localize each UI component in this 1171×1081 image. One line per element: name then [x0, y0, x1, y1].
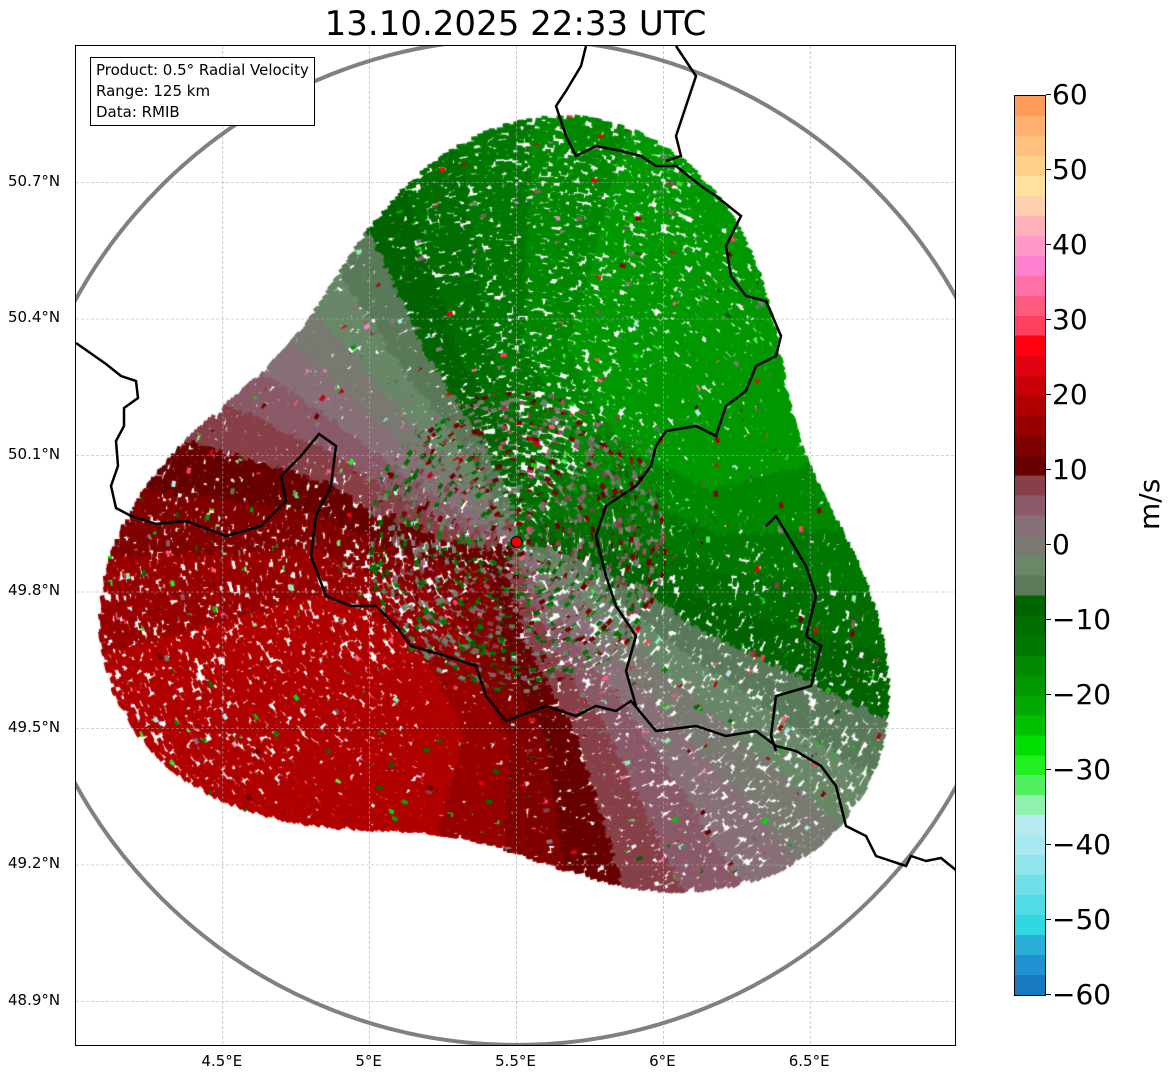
- range-ring: [76, 46, 955, 1045]
- colorbar-tick: 30: [1046, 303, 1088, 336]
- colorbar-tick: 20: [1046, 378, 1088, 411]
- colorbar-tick: 60: [1046, 78, 1088, 111]
- country-border: [765, 513, 823, 752]
- lon-tick-label: 6.5°E: [788, 1052, 830, 1070]
- chart-title: 13.10.2025 22:33 UTC: [324, 4, 707, 44]
- lat-tick-label: 48.9°N: [8, 990, 61, 1009]
- lat-tick-label: 50.4°N: [8, 308, 61, 326]
- info-product: Product: 0.5° Radial Velocity: [96, 61, 309, 79]
- lon-tick-label: 5.5°E: [495, 1052, 536, 1070]
- colorbar: [1014, 95, 1046, 996]
- lon-tick-label: 5°E: [355, 1052, 382, 1070]
- info-data: Data: RMIB: [96, 103, 180, 121]
- colorbar-tick: −20: [1045, 678, 1112, 711]
- country-border: [554, 46, 783, 707]
- lat-tick-label: 50.7°N: [8, 171, 61, 190]
- radar-site-marker: [510, 535, 523, 548]
- colorbar-tick: −60: [1045, 978, 1112, 1011]
- info-box: Product: 0.5° Radial Velocity Range: 125…: [90, 57, 315, 126]
- country-border: [76, 341, 955, 871]
- colorbar-tick: −30: [1045, 753, 1112, 786]
- lat-tick-label: 49.8°N: [8, 581, 61, 599]
- colorbar-tick: 10: [1046, 453, 1088, 486]
- radar-map[interactable]: Product: 0.5° Radial Velocity Range: 125…: [75, 45, 956, 1046]
- lat-tick-label: 50.1°N: [8, 444, 61, 463]
- colorbar-label: m/s: [1133, 478, 1166, 530]
- colorbar-tick: 0: [1046, 528, 1070, 561]
- map-overlay: [76, 46, 955, 1045]
- lat-tick-label: 49.5°N: [8, 717, 61, 736]
- info-range: Range: 125 km: [96, 82, 211, 100]
- lon-tick-label: 6°E: [649, 1052, 676, 1070]
- colorbar-tick: 40: [1046, 228, 1088, 261]
- colorbar-tick: −10: [1045, 603, 1112, 636]
- lat-tick-label: 49.2°N: [8, 854, 61, 872]
- colorbar-tick: −40: [1045, 828, 1112, 861]
- colorbar-tick: −50: [1045, 903, 1112, 936]
- country-border: [665, 46, 698, 163]
- colorbar-tick: 50: [1046, 153, 1088, 186]
- lon-tick-label: 4.5°E: [201, 1052, 243, 1070]
